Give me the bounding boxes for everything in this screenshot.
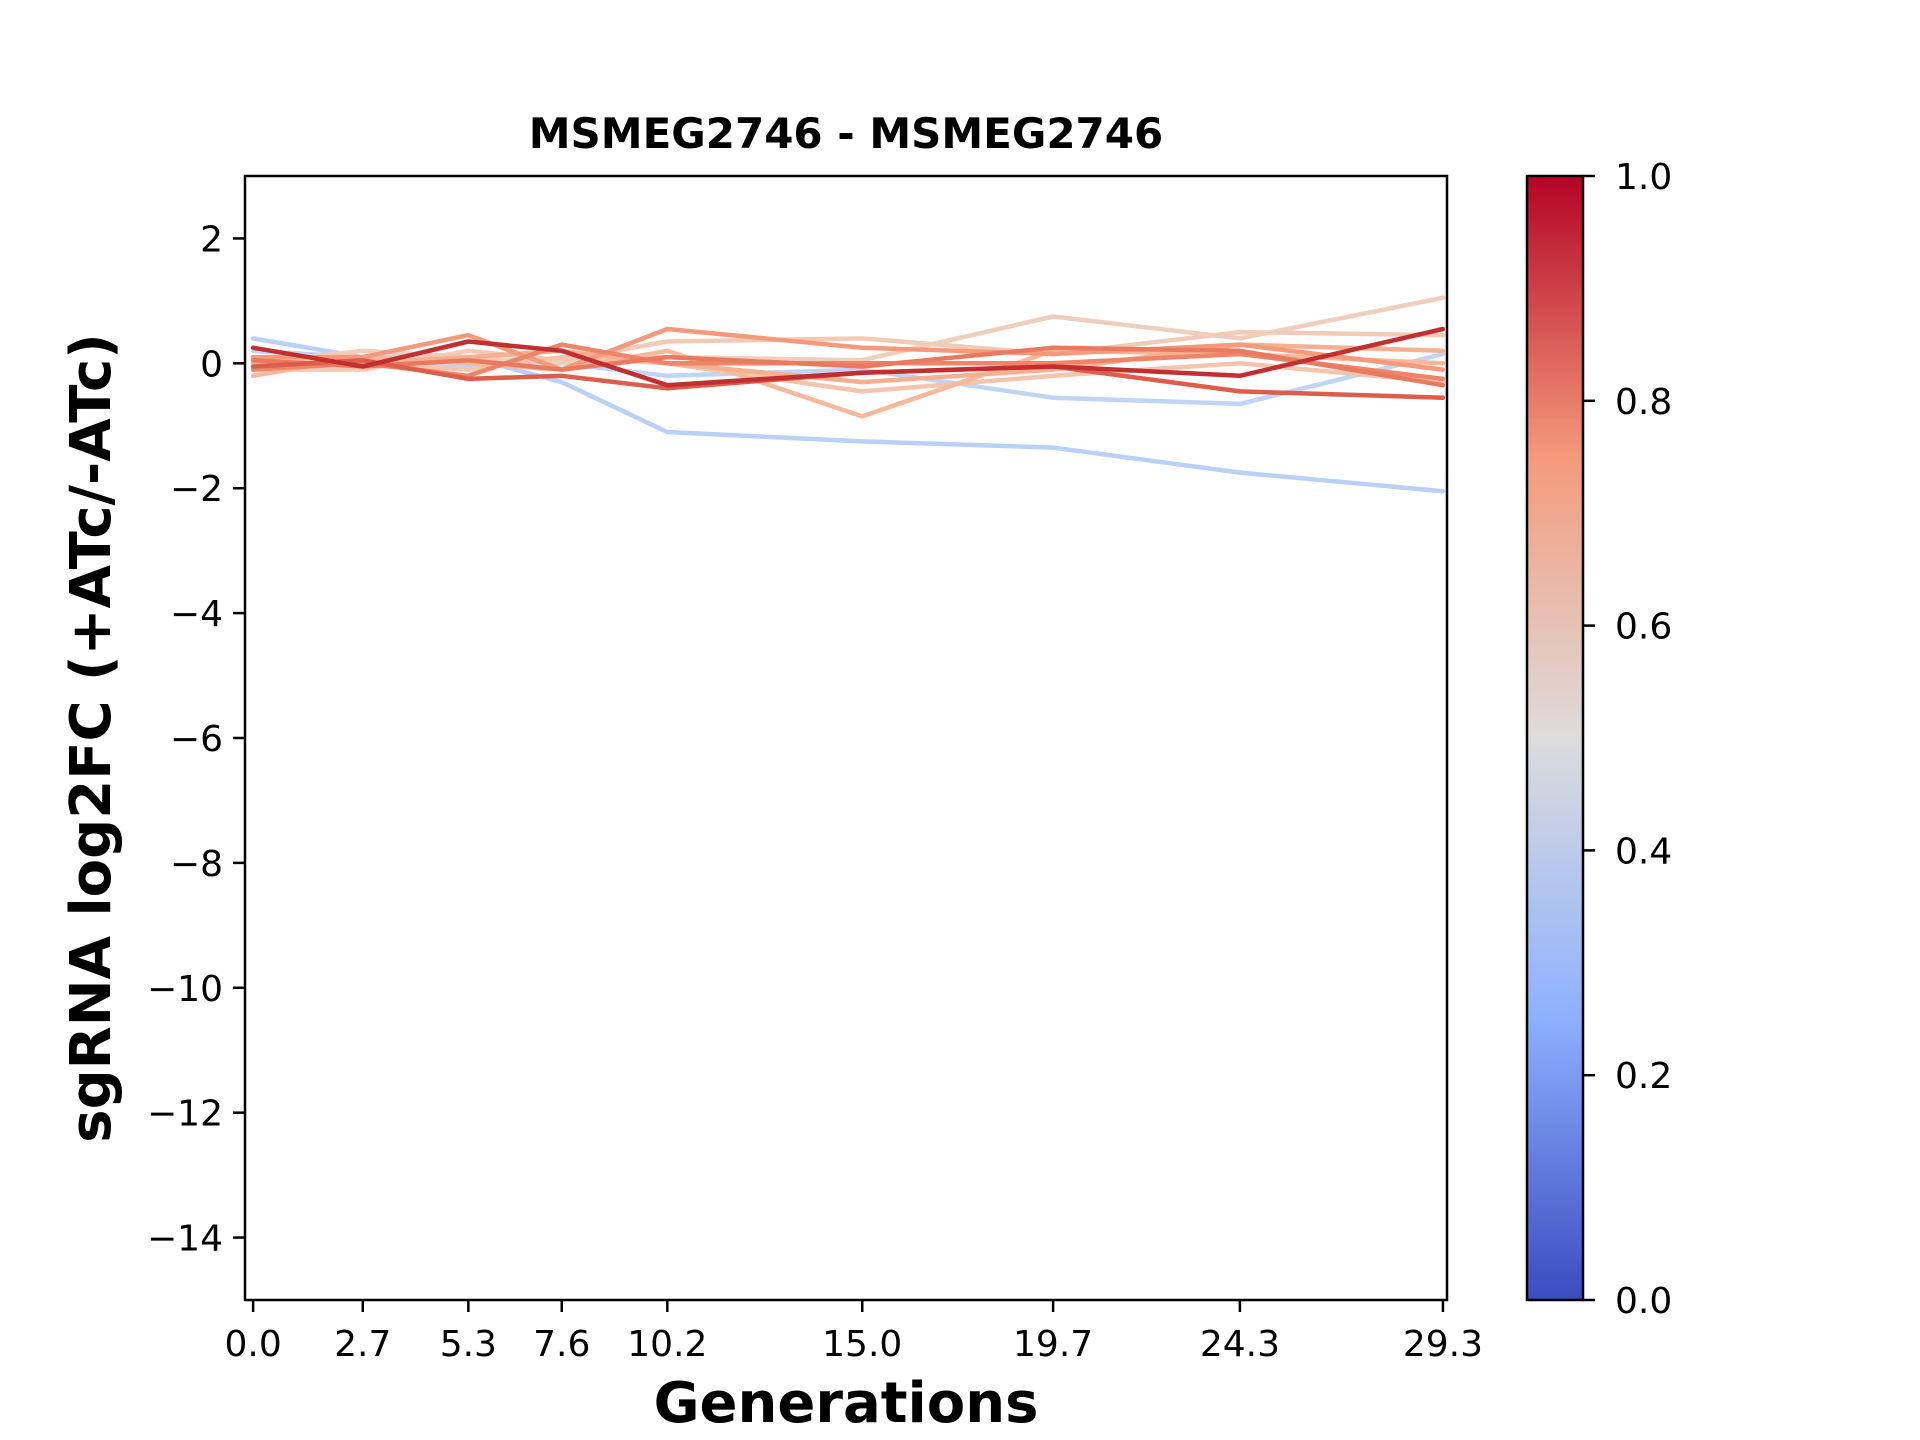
chart-title: MSMEG2746 - MSMEG2746 [529,109,1163,158]
y-tick-label: −8 [170,844,223,885]
y-tick-label: −6 [170,719,223,760]
colorbar-tick-label: 0.0 [1615,1281,1672,1322]
colorbar-frame [1525,174,1585,1302]
y-tick-label: −14 [147,1219,223,1260]
x-tick-label: 10.2 [627,1324,707,1365]
series-line-11 [250,357,1446,400]
y-axis-label: sgRNA log2FC (+ATc/-ATc) [59,333,124,1143]
x-tick-label: 0.0 [224,1324,281,1365]
x-axis-label: Generations [654,1371,1039,1436]
series-line-12 [250,326,1446,388]
x-axis: 0.0 2.7 5.3 7.6 10.2 15.0 19.7 24.3 29.3 [224,1300,1483,1365]
colorbar-tick-label: 1.0 [1615,157,1672,198]
colorbar-tick-label: 0.2 [1615,1056,1672,1097]
x-tick-label: 2.7 [334,1324,391,1365]
colorbar-gradient [1527,176,1583,1300]
x-tick-label: 29.3 [1403,1324,1483,1365]
y-axis: 2 0 −2 −4 −6 −8 −10 −12 −14 [147,219,245,1260]
x-tick-label: 5.3 [440,1324,497,1365]
x-tick-label: 19.7 [1013,1324,1093,1365]
y-tick-label: 2 [200,219,223,260]
x-tick-label: 7.6 [533,1324,590,1365]
colorbar: 1.0 0.8 0.6 0.4 0.2 0.0 [1525,157,1672,1322]
y-tick-label: −2 [170,469,223,510]
x-tick-label: 15.0 [822,1324,902,1365]
colorbar-ticks: 1.0 0.8 0.6 0.4 0.2 0.0 [1583,157,1672,1322]
colorbar-tick-label: 0.6 [1615,607,1672,648]
y-tick-label: 0 [200,344,223,385]
y-tick-label: −4 [170,594,223,635]
colorbar-tick-label: 0.4 [1615,831,1672,872]
x-tick-label: 24.3 [1200,1324,1280,1365]
colorbar-tick-label: 0.8 [1615,382,1672,423]
y-tick-label: −12 [147,1094,223,1135]
y-tick-label: −10 [147,969,223,1010]
series-layer [250,295,1446,494]
